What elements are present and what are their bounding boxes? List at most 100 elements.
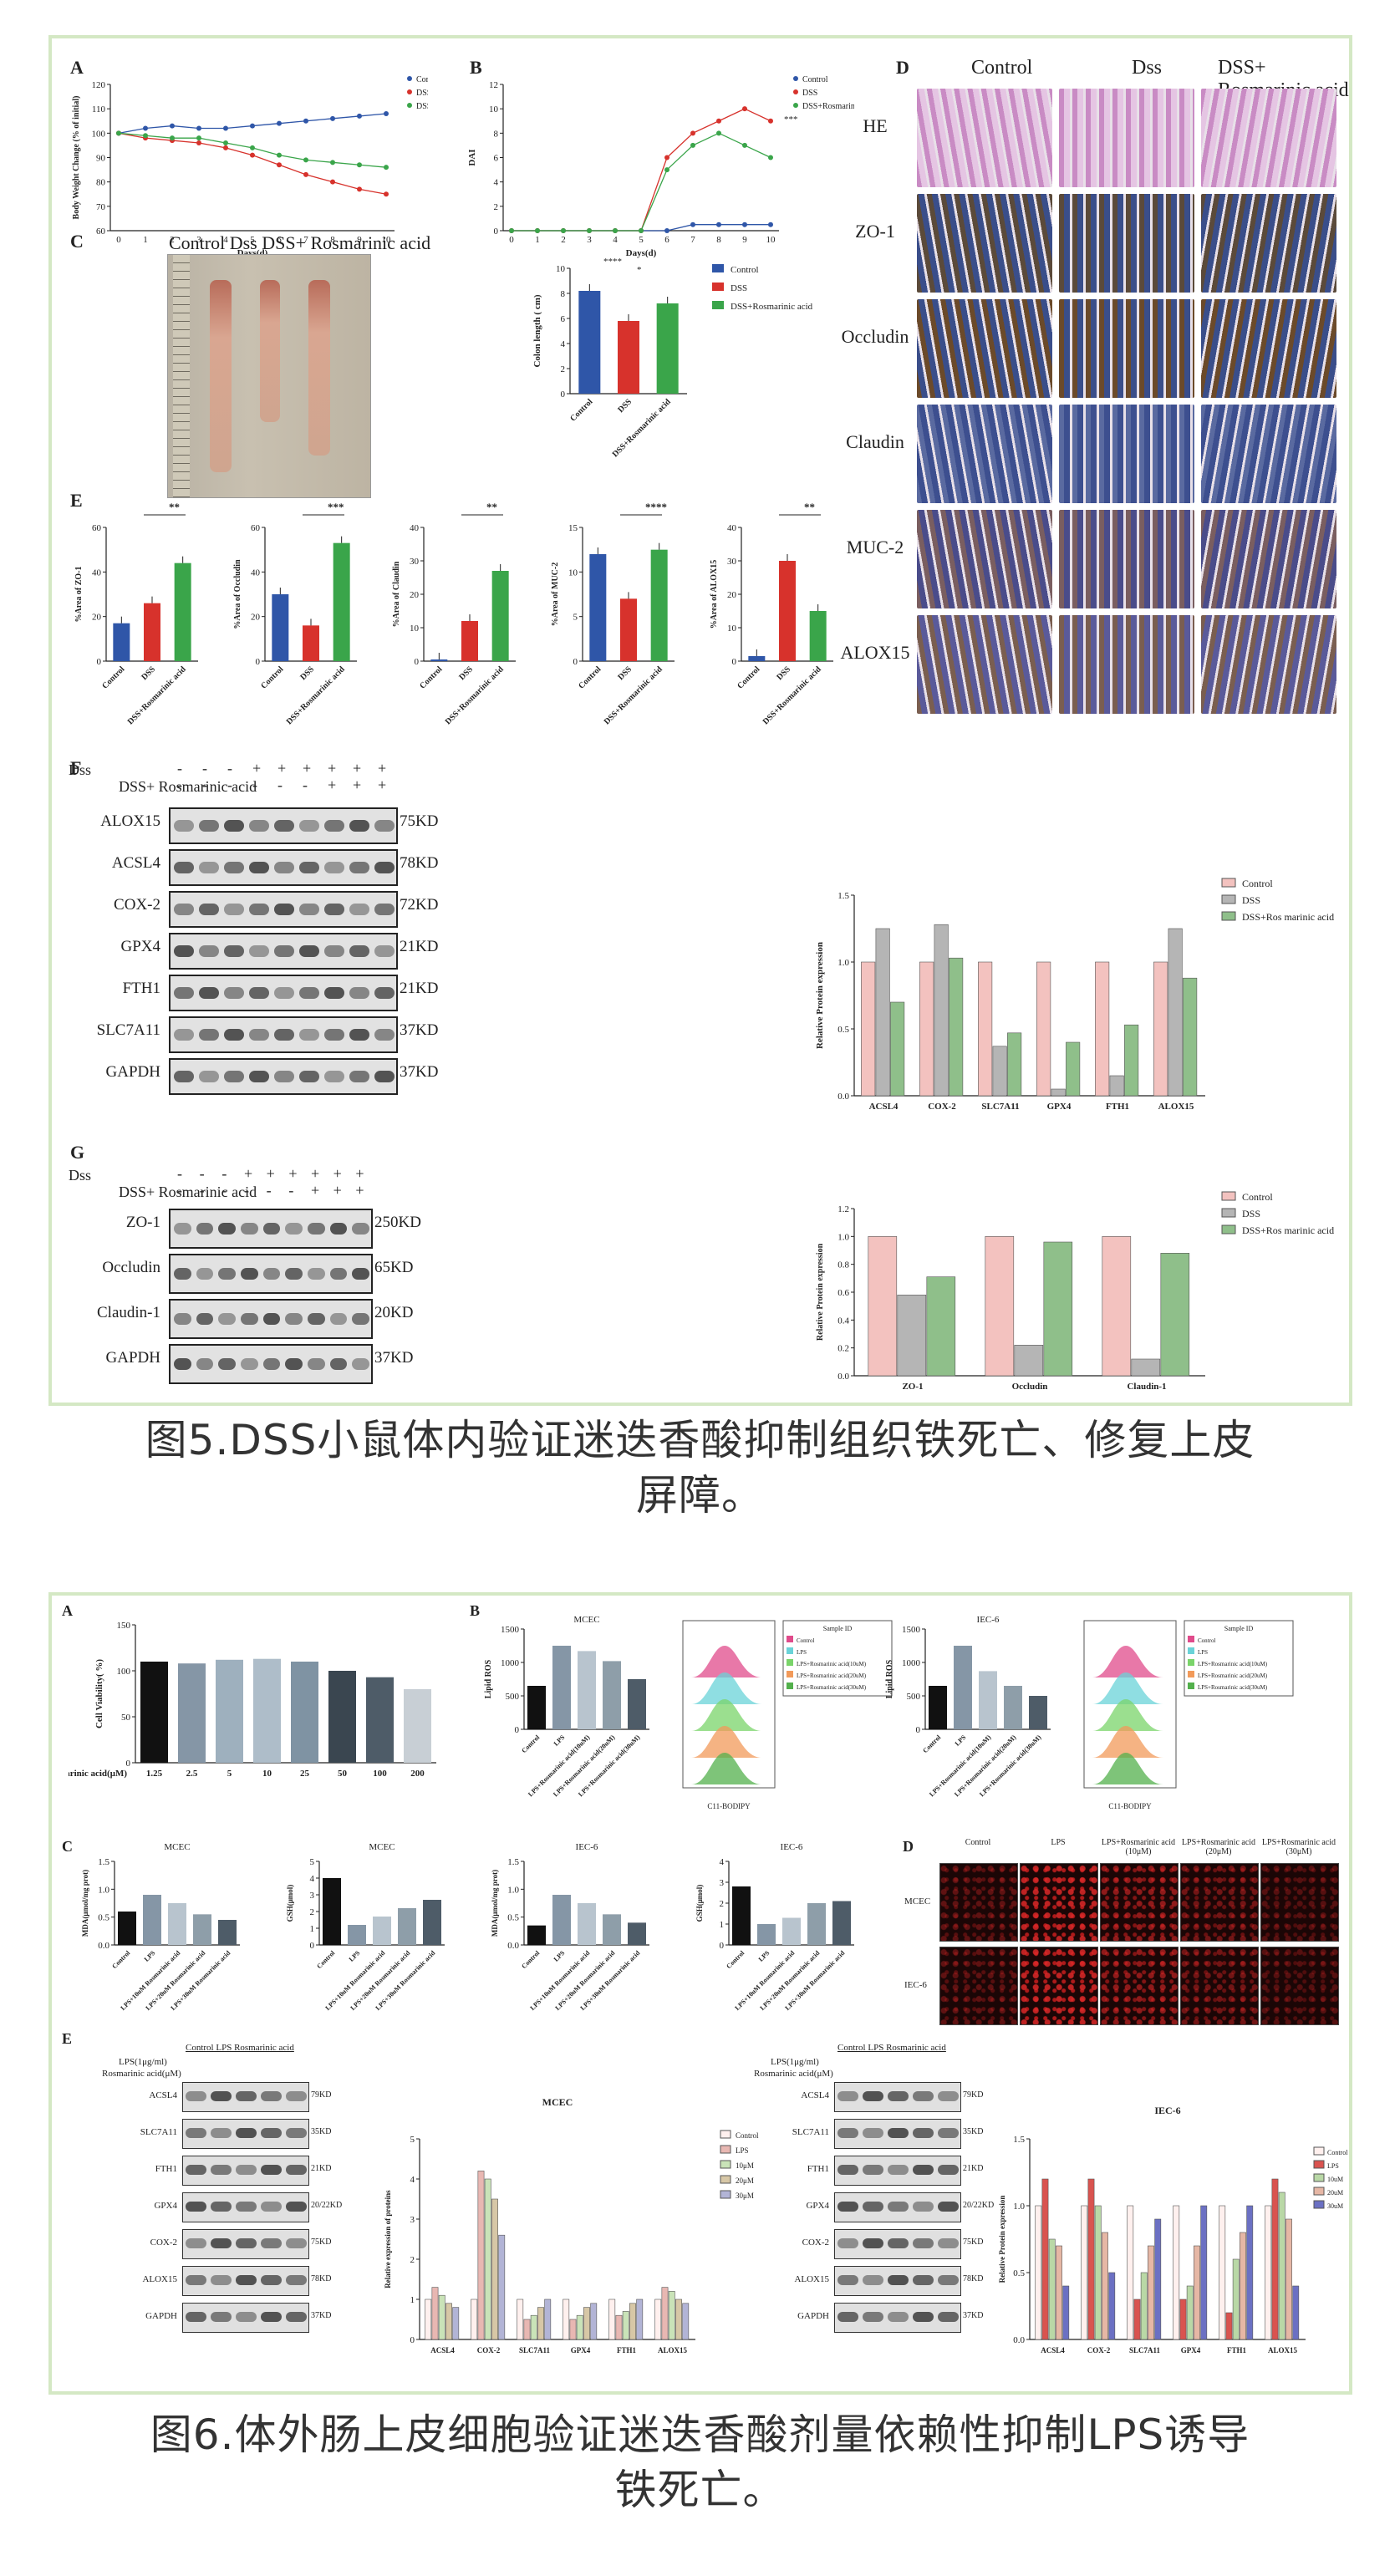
blot-6e-kd-label: 75KD — [311, 2237, 332, 2247]
6e-iec6-bar — [1219, 2205, 1226, 2340]
5f-ytick-label: 0.0 — [837, 1092, 849, 1102]
5g-xtick-label: ZO-1 — [902, 1382, 923, 1392]
5b-xtick-label: 6 — [664, 235, 669, 245]
6e-mcec-legend-swatch — [720, 2130, 731, 2139]
panel-label-6e: E — [62, 2030, 73, 2047]
5a-point — [223, 125, 228, 131]
6a-bar — [404, 1689, 431, 1763]
6b-ylabel: Lipid ROS — [484, 1659, 493, 1698]
6b-flow-legend-swatch — [787, 1659, 793, 1666]
6c-xtick-label: Control — [520, 1949, 542, 1971]
6e-iec6-xtick-label: ALOX15 — [1268, 2346, 1298, 2355]
6b-flow-histogram — [1092, 1646, 1163, 1677]
blot-kd-label: 37KD — [400, 1021, 439, 1039]
5b-significance: *** — [784, 115, 798, 125]
5e4-bar — [748, 656, 766, 661]
5e1-ytick-label: 60 — [251, 523, 261, 533]
blot-band — [174, 1313, 191, 1325]
blot-band — [286, 2275, 307, 2285]
blot-band — [299, 945, 319, 957]
6a-xtick-label: 200 — [410, 1769, 425, 1779]
5b-xtick-label: 7 — [690, 235, 695, 245]
5e0-xtick-label: DSS — [140, 664, 157, 682]
blot-band — [199, 1029, 219, 1041]
5a-legend-label: Control — [416, 75, 428, 84]
figure-5-caption-line1: 图5.DSS小鼠体内验证迷迭香酸抑制组织铁死亡、修复上皮 — [145, 1416, 1255, 1464]
5a-xtick-label: 6 — [277, 235, 282, 245]
5a-point — [116, 130, 121, 136]
5e4-xtick-label: DSS+Rosmarinic acid — [761, 664, 823, 726]
blot-sign: - — [177, 1165, 182, 1182]
blot-sign: + — [311, 1165, 320, 1182]
6e-mcec-legend-label: 30μM — [736, 2192, 754, 2200]
blot-strip — [169, 1209, 373, 1249]
blot-band — [324, 987, 344, 999]
5f-bar — [1109, 1075, 1124, 1097]
blot-6e-protein-label: GPX4 — [806, 2201, 829, 2211]
blot-band — [236, 2091, 257, 2101]
blot-6e-kd-label: 20/22KD — [963, 2201, 995, 2210]
histology-image — [1059, 299, 1194, 398]
fluo-col-label: LPS+Rosmarinic acid (10μM) — [1101, 1838, 1176, 1856]
6e-iec6-legend-label: 20uM — [1327, 2189, 1343, 2197]
6e-mcec-bar — [636, 2299, 644, 2340]
6b-title: IEC-6 — [977, 1615, 1000, 1625]
6b-flow-histogram — [1092, 1699, 1163, 1731]
blot-6e-protein-label: ACSL4 — [801, 2090, 829, 2100]
5b-ytick-label: 12 — [489, 80, 498, 90]
5e4-bar — [779, 561, 796, 661]
blot-band — [374, 820, 395, 832]
blot-band — [286, 2312, 307, 2322]
6e-mcec-bar — [491, 2198, 498, 2340]
fluorescence-image — [1100, 1947, 1179, 2025]
5a-xtick-label: 4 — [223, 235, 228, 245]
blot-sign: - — [288, 1182, 294, 1199]
6e-iec6-bar — [1041, 2178, 1049, 2340]
colon-photo-labels: Control Dss DSS+ Rosmarinic acid — [169, 232, 431, 253]
6b0-ytick-label: 1500 — [501, 1625, 520, 1635]
5f-bar — [1124, 1024, 1139, 1097]
5f-xtick-label: ACSL4 — [869, 1102, 899, 1112]
6e-mcec-bar — [668, 2291, 675, 2340]
blot-6e-kd-label: 35KD — [311, 2127, 332, 2136]
fluorescence-image — [1180, 1947, 1259, 2025]
blot-band — [863, 2091, 883, 2101]
6a-ytick-label: 100 — [117, 1667, 131, 1677]
blot-kd-label: 65KD — [374, 1259, 414, 1276]
blot-band — [236, 2275, 257, 2285]
6e-iec6-legend-swatch — [1313, 2173, 1325, 2182]
6c-bar — [782, 1917, 801, 1945]
5c-ytick-label: 6 — [561, 314, 566, 324]
6b-flow-legend-swatch — [1188, 1636, 1194, 1642]
6c-xtick-label: LPS — [757, 1949, 771, 1963]
histology-image — [1201, 299, 1336, 398]
5f-xtick-label: ALOX15 — [1158, 1102, 1194, 1112]
blot-band — [174, 1268, 191, 1280]
blot-6e-strip — [182, 2119, 309, 2149]
6e-mcec-xtick-label: ACSL4 — [430, 2346, 455, 2355]
blot-6e-kd-label: 20/22KD — [311, 2201, 343, 2210]
5a-legend-label: DSS — [416, 89, 428, 98]
5e4-xtick-label: Control — [736, 664, 761, 690]
6e-iec6-bar — [1062, 2285, 1070, 2340]
blot-band — [261, 2165, 282, 2175]
fluo-col-label: Control — [965, 1838, 991, 1847]
blot-kd-label: 78KD — [400, 854, 439, 872]
6e-mcec-bar — [537, 2307, 544, 2340]
5f-bar — [978, 961, 993, 1097]
5b-legend-marker — [793, 76, 798, 81]
blot-band — [236, 2165, 257, 2175]
blot-band — [286, 2202, 307, 2212]
blot-6e-protein-label: ALOX15 — [142, 2274, 177, 2284]
blot-6e-protein-label: ACSL4 — [149, 2090, 177, 2100]
blot-band — [863, 2128, 883, 2138]
5f-bar — [1168, 928, 1183, 1097]
5c-sig2: * — [637, 265, 642, 275]
6e-mcec-bar — [576, 2314, 583, 2340]
blot-sign: + — [355, 1182, 364, 1199]
blot-band — [863, 2238, 883, 2248]
blot-sign: - — [202, 760, 207, 776]
5b-legend-label: Control — [802, 75, 828, 84]
5e1-bar — [333, 542, 350, 661]
